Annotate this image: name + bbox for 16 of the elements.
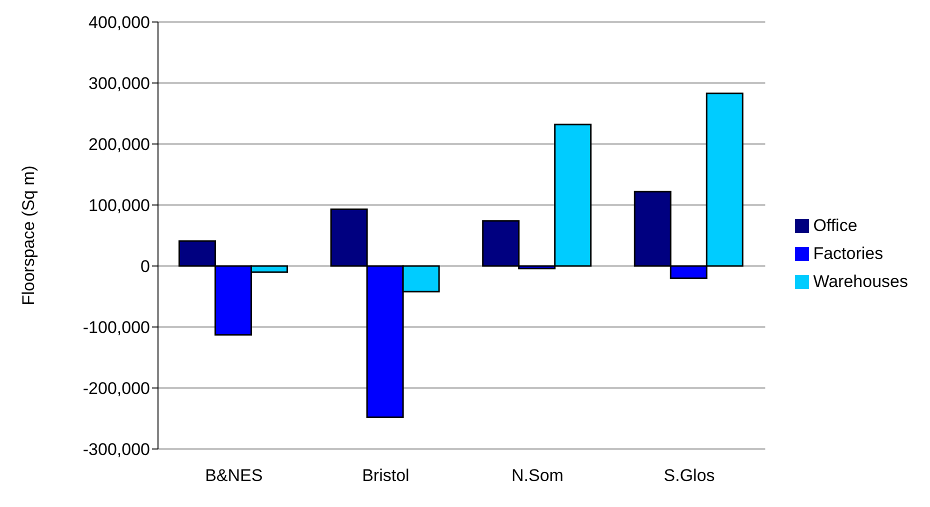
y-axis-title: Floorspace (Sq m) — [19, 166, 38, 306]
y-tick-label: 400,000 — [88, 13, 150, 32]
y-tick-label: -300,000 — [82, 440, 150, 460]
y-tick-label: 300,000 — [88, 74, 150, 94]
y-tick-label: -200,000 — [82, 379, 150, 398]
legend-label: Factories — [813, 244, 884, 262]
x-tick-label: S.Glos — [664, 466, 715, 486]
y-tick-label: -100,000 — [82, 318, 150, 338]
x-tick-label: N.Som — [512, 466, 564, 486]
y-tick-label: 200,000 — [88, 135, 150, 154]
x-tick-label: Bristol — [362, 466, 410, 486]
y-tick-label: 100,000 — [88, 196, 150, 216]
legend-label: Office — [813, 216, 858, 234]
y-tick-label: 0 — [140, 257, 150, 276]
x-tick-label: B&NES — [205, 466, 263, 486]
legend-label: Warehouses — [813, 272, 908, 290]
